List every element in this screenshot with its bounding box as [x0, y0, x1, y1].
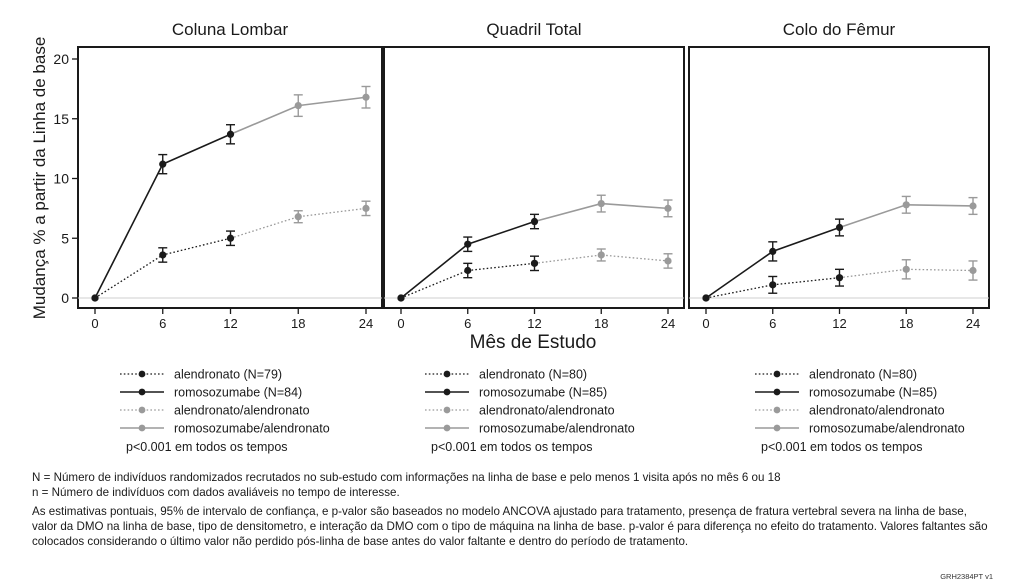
legend-marker [773, 406, 781, 414]
legend-label: alendronato (N=80) [809, 368, 917, 382]
legend-label: alendronato (N=79) [174, 368, 282, 382]
x-tick-label: 6 [159, 316, 166, 331]
legend-label: romosozumabe/alendronato [479, 422, 635, 436]
data-point [530, 259, 539, 267]
legend-label: alendronato (N=80) [479, 368, 587, 382]
data-point [226, 234, 235, 242]
legend-label: romosozumabe (N=85) [809, 386, 937, 400]
legend-marker [443, 388, 451, 396]
panel-frame [77, 46, 383, 309]
panel-title: Colo do Fêmur [783, 20, 896, 39]
legend-label: romosozumabe/alendronato [174, 422, 330, 436]
data-point [362, 204, 370, 212]
legend-marker [138, 388, 146, 396]
chart: Coluna Lombar 0 6 12 18 24 0 5 10 15 20 alendronato… [30, 20, 990, 454]
data-point [835, 274, 844, 282]
y-tick-label: 5 [61, 230, 69, 246]
data-point [226, 130, 235, 138]
p-value-note: p<0.001 em todos os tempos [761, 440, 923, 454]
legend-marker [773, 370, 781, 378]
x-tick-label: 24 [966, 316, 980, 331]
footnote-n-definition: N = Número de indivíduos randomizados re… [32, 471, 781, 484]
p-value-note: p<0.001 em todos os tempos [126, 440, 288, 454]
data-point [362, 93, 370, 101]
x-tick-label: 12 [223, 316, 237, 331]
legend-marker [773, 388, 781, 396]
y-axis-label: Mudança % a partir da Linha de base [30, 37, 49, 320]
x-tick-label: 18 [291, 316, 305, 331]
data-point [159, 160, 167, 168]
data-point [969, 202, 977, 210]
data-point [530, 217, 539, 226]
footnote-lower-n-definition: n = Número de indivíduos com dados avali… [32, 486, 400, 499]
x-tick-label: 0 [91, 316, 98, 331]
data-point [294, 213, 302, 221]
legend-label: romosozumabe/alendronato [809, 422, 965, 436]
x-tick-label: 12 [832, 316, 846, 331]
legend-label: alendronato/alendronato [174, 404, 310, 418]
footnote-methods: As estimativas pontuais, 95% de interval… [32, 505, 988, 548]
x-tick-label: 24 [661, 316, 675, 331]
p-value-note: p<0.001 em todos os tempos [431, 440, 593, 454]
legend-marker [443, 424, 451, 432]
panel-title: Quadril Total [486, 20, 581, 39]
legend-label: alendronato/alendronato [479, 404, 615, 418]
data-point [91, 294, 99, 302]
x-tick-label: 0 [702, 316, 709, 331]
data-point [702, 294, 710, 302]
legend-marker [443, 370, 451, 378]
data-point [464, 266, 472, 275]
x-axis-label: Mês de Estudo [470, 332, 597, 353]
data-point [902, 265, 910, 273]
legend-marker [138, 406, 146, 414]
legend-marker [773, 424, 781, 432]
panel-1 [72, 46, 383, 432]
data-point [664, 257, 672, 265]
x-tick-label: 18 [594, 316, 608, 331]
x-tick-label: 6 [464, 316, 471, 331]
data-point [397, 294, 405, 302]
data-point [769, 247, 777, 255]
data-point [969, 266, 977, 275]
x-tick-label: 0 [397, 316, 404, 331]
x-tick-label: 18 [899, 316, 913, 331]
series-line [400, 220, 535, 299]
legend-label: romosozumabe (N=84) [174, 386, 302, 400]
legend-marker [443, 406, 451, 414]
data-point [464, 240, 472, 248]
panel-2 [383, 46, 685, 432]
data-point [597, 251, 605, 259]
y-tick-label: 20 [53, 51, 69, 67]
document-code: GRH2384PT v1 [940, 572, 993, 581]
y-tick-label: 15 [53, 111, 69, 127]
footnotes: N = Número de indivíduos randomizados re… [32, 470, 992, 549]
y-tick-label: 10 [53, 171, 69, 187]
data-point [664, 204, 672, 212]
x-tick-label: 24 [359, 316, 373, 331]
legend-label: romosozumabe (N=85) [479, 386, 607, 400]
x-tick-label: 6 [769, 316, 776, 331]
series-line [230, 207, 367, 239]
data-point [294, 102, 302, 110]
data-point [902, 201, 910, 209]
series-line [400, 262, 535, 299]
panel-title: Coluna Lombar [172, 20, 289, 39]
legend-marker [138, 424, 146, 432]
y-tick-label: 0 [61, 290, 69, 306]
panel-3 [688, 46, 990, 432]
data-point [597, 199, 605, 208]
data-point [769, 281, 777, 289]
legend-marker [138, 370, 146, 378]
series-line [839, 268, 974, 279]
data-point [835, 223, 844, 232]
legend-label: alendronato/alendronato [809, 404, 945, 418]
x-tick-label: 12 [527, 316, 541, 331]
data-point [159, 251, 167, 259]
